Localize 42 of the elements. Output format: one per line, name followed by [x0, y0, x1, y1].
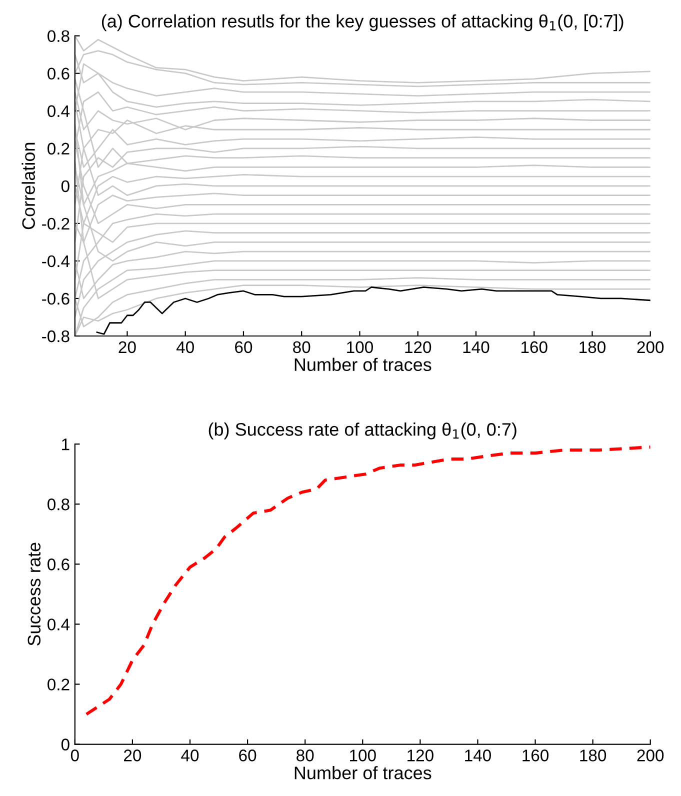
x-tick-label: 120	[408, 750, 434, 762]
x-tick-label: 0	[70, 750, 79, 762]
y-tick-label: -0.8	[42, 330, 70, 342]
chart-title: (a) Correlation resutls for the key guesses of attacking θ$_{1}$(0, [0:7])	[102, 14, 624, 32]
x-axis-title: Number of traces	[294, 358, 432, 372]
x-tick-label: 20	[118, 341, 136, 354]
x-tick-label: 200	[637, 750, 664, 762]
y-tick-label: 0.8	[48, 30, 70, 42]
y-axis-title: Correlation	[22, 142, 35, 230]
x-tick-label: 40	[176, 341, 194, 354]
x-tick-label: 80	[293, 341, 310, 354]
x-tick-label: 160	[522, 750, 549, 762]
x-tick-label: 180	[580, 750, 606, 762]
y-tick-label: -0.2	[42, 218, 70, 230]
x-tick-label: 140	[463, 341, 490, 354]
y-tick-label: 0.2	[48, 678, 70, 690]
y-tick-label: 0.8	[48, 498, 70, 510]
x-axis-title: Number of traces	[294, 766, 432, 780]
x-tick-label: 60	[235, 341, 252, 354]
y-tick-label: 0	[61, 180, 70, 192]
x-tick-label: 100	[347, 341, 373, 354]
x-tick-label: 60	[239, 750, 256, 762]
x-tick-label: 140	[465, 750, 491, 762]
y-tick-label: 0.2	[48, 142, 70, 155]
y-tick-label: 0.6	[48, 558, 70, 570]
y-tick-label: 0	[61, 738, 70, 750]
y-tick-label: -0.6	[42, 292, 70, 305]
x-tick-label: 120	[405, 341, 432, 354]
y-tick-label: 0.6	[48, 68, 70, 80]
y-tick-label: 1	[62, 438, 70, 450]
y-tick-label: 0.4	[48, 105, 70, 118]
x-tick-label: 160	[521, 341, 548, 354]
chart-title: (b) Success rate of attacking θ$_{1}$(0, 0:7)	[208, 422, 516, 440]
y-tick-label: 0.4	[48, 618, 70, 630]
x-tick-label: 200	[637, 341, 664, 354]
x-tick-label: 80	[296, 750, 314, 762]
y-tick-label: -0.4	[42, 255, 70, 268]
x-tick-label: 180	[580, 341, 606, 354]
x-tick-label: 100	[350, 750, 376, 762]
x-tick-label: 20	[124, 750, 142, 762]
y-axis-title: Success rate	[28, 542, 41, 646]
x-tick-label: 40	[181, 750, 199, 762]
